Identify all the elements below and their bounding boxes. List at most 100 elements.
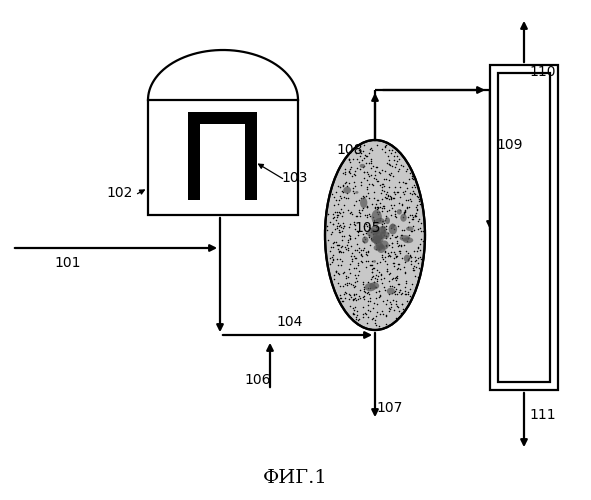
Point — [340, 193, 349, 201]
Point — [362, 183, 372, 191]
Point — [363, 284, 373, 292]
Point — [351, 296, 361, 304]
Point — [349, 170, 359, 177]
Point — [364, 223, 374, 231]
Point — [369, 188, 379, 196]
Point — [348, 210, 357, 218]
Point — [365, 294, 375, 302]
Point — [378, 216, 387, 224]
Point — [359, 222, 369, 230]
Point — [400, 186, 410, 194]
Point — [332, 216, 341, 224]
Point — [364, 194, 374, 202]
Point — [359, 278, 368, 285]
Point — [392, 239, 401, 247]
Point — [355, 294, 365, 302]
Point — [392, 274, 401, 282]
Point — [407, 252, 416, 260]
Point — [379, 204, 389, 212]
Point — [400, 178, 410, 186]
Point — [328, 214, 337, 222]
Point — [368, 235, 378, 243]
Point — [375, 203, 385, 211]
Point — [387, 224, 396, 232]
Point — [391, 274, 400, 281]
Point — [388, 172, 398, 180]
Point — [340, 165, 350, 173]
Point — [404, 250, 413, 258]
Point — [332, 268, 341, 276]
Point — [378, 180, 388, 188]
Point — [332, 212, 342, 220]
Point — [385, 183, 394, 191]
Point — [390, 183, 400, 191]
Point — [377, 207, 387, 215]
Bar — [498, 73, 550, 382]
Point — [347, 164, 356, 172]
Point — [382, 222, 391, 230]
Point — [363, 170, 373, 178]
Point — [359, 162, 369, 170]
Point — [407, 280, 416, 288]
Point — [378, 256, 388, 264]
Point — [410, 272, 419, 280]
Point — [367, 180, 376, 188]
Point — [359, 295, 369, 303]
Point — [353, 316, 362, 324]
Point — [334, 241, 343, 249]
Point — [336, 246, 345, 254]
Point — [402, 236, 412, 244]
Point — [413, 274, 423, 281]
Point — [378, 252, 387, 260]
Point — [381, 234, 391, 242]
Point — [346, 234, 355, 241]
Bar — [188, 112, 257, 124]
Point — [370, 204, 379, 212]
Point — [355, 208, 364, 216]
Point — [392, 302, 402, 310]
Point — [402, 297, 411, 305]
Point — [349, 184, 358, 192]
Point — [389, 262, 399, 270]
Point — [328, 252, 337, 260]
Point — [387, 193, 396, 201]
Point — [358, 246, 368, 254]
Point — [409, 266, 418, 274]
Point — [369, 314, 378, 322]
Point — [369, 216, 379, 224]
Point — [397, 202, 407, 209]
Point — [375, 169, 385, 177]
Point — [379, 226, 388, 234]
Point — [366, 234, 376, 242]
Point — [412, 247, 421, 255]
Point — [342, 194, 351, 202]
Point — [377, 180, 387, 188]
Point — [337, 188, 346, 196]
Point — [345, 224, 354, 232]
Point — [393, 265, 402, 273]
Point — [381, 300, 391, 308]
Point — [364, 172, 374, 179]
Point — [351, 264, 361, 272]
Point — [359, 310, 368, 318]
Point — [407, 190, 417, 198]
Point — [361, 235, 370, 243]
Point — [408, 264, 417, 272]
Point — [365, 212, 375, 220]
Point — [370, 278, 379, 286]
Point — [365, 261, 375, 269]
Point — [387, 282, 397, 290]
Point — [366, 157, 376, 165]
Point — [378, 186, 387, 194]
Point — [357, 246, 366, 254]
Point — [354, 158, 363, 166]
Point — [362, 289, 371, 297]
Ellipse shape — [400, 214, 407, 222]
Point — [401, 247, 410, 255]
Point — [344, 265, 353, 273]
Point — [364, 290, 374, 298]
Point — [345, 166, 355, 173]
Point — [338, 297, 348, 305]
Point — [408, 212, 418, 220]
Point — [360, 211, 369, 219]
